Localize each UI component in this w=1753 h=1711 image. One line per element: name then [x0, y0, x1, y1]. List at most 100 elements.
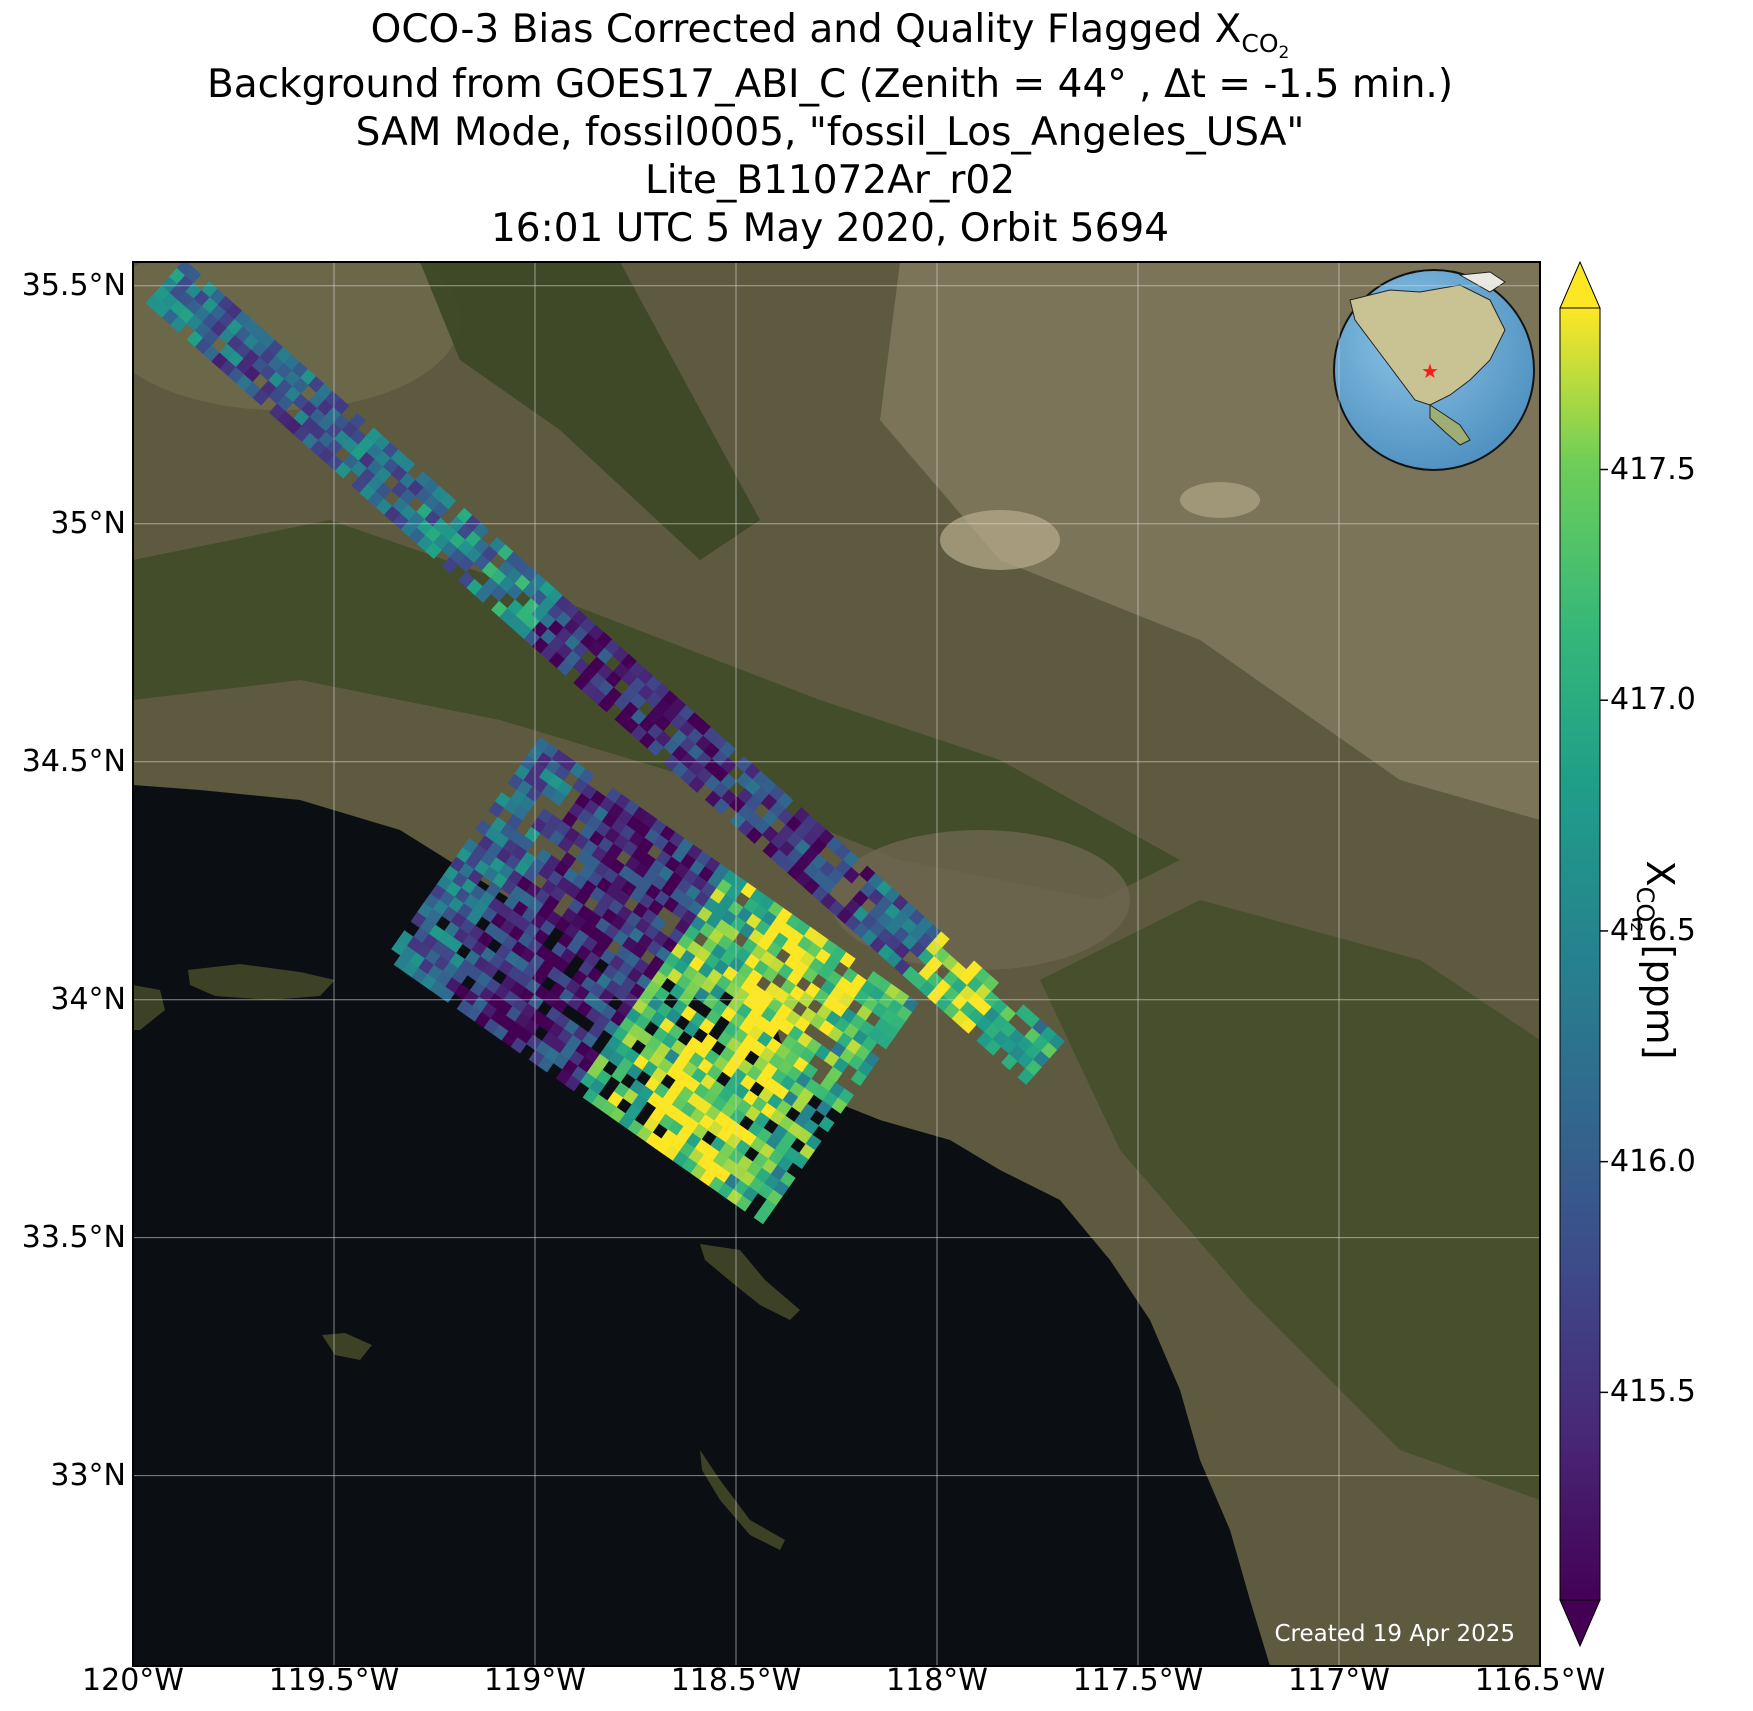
- xco2-pixel: [815, 1100, 833, 1117]
- xco2-pixel: [622, 717, 640, 735]
- xco2-pixel: [941, 954, 959, 972]
- xco2-pixel: [795, 871, 813, 888]
- xco2-pixel: [491, 600, 508, 618]
- xco2-pixel: [746, 827, 763, 844]
- xco2-pixel: [803, 878, 821, 895]
- xco2-pixel: [735, 756, 753, 773]
- xco2-pixel: [292, 393, 310, 411]
- xco2-pixel: [236, 374, 253, 392]
- xco2-pixel: [951, 1009, 969, 1027]
- xco2-pixel: [588, 640, 605, 658]
- lat-tick-label: 35.5°N: [21, 267, 126, 303]
- xco2-pixel: [186, 330, 204, 348]
- north-america-landmass: [1349, 284, 1506, 406]
- xco2-pixel: [293, 425, 311, 443]
- xco2-pixel: [826, 836, 843, 854]
- xco2-pixel: [612, 646, 629, 664]
- xco2-pixel: [770, 849, 788, 866]
- xco2-pixel: [515, 622, 533, 640]
- mountains-tehachapi: [420, 262, 760, 560]
- xco2-pixel: [844, 914, 862, 932]
- santa-catalina-island: [700, 1244, 800, 1320]
- xco2-pixel: [753, 1208, 770, 1225]
- xco2-pixel: [894, 958, 911, 976]
- xco2-pixel: [194, 337, 212, 355]
- xco2-pixel: [252, 388, 270, 406]
- xco2-pixel: [688, 776, 706, 793]
- title-line-5: 16:01 UTC 5 May 2020, Orbit 5694: [490, 206, 1170, 251]
- xco2-pixel: [1017, 1068, 1035, 1085]
- xco2-pixel: [831, 1097, 848, 1114]
- xco2-pixel: [318, 447, 335, 465]
- xco2-pixel: [506, 583, 524, 601]
- xco2-pixel: [351, 476, 368, 494]
- xco2-pixel: [307, 376, 325, 393]
- xco2-pixel: [548, 651, 566, 669]
- xco2-pixel: [1001, 1053, 1018, 1071]
- map-frame: [132, 261, 1541, 1667]
- xco2-pixel: [589, 688, 607, 706]
- xco2-pixel: [441, 540, 458, 558]
- xco2-pixel: [557, 836, 574, 853]
- xco2-pixel: [523, 629, 541, 647]
- xco2-pixel: [359, 483, 377, 501]
- xco2-pixel: [350, 460, 368, 478]
- xco2-pixel: [441, 556, 459, 574]
- xco2-pixel: [621, 669, 638, 687]
- xco2-pixel: [392, 513, 409, 530]
- mountains-peninsular: [1040, 900, 1540, 1500]
- xco2-pixel: [626, 1063, 643, 1080]
- xco2-pixel: [672, 761, 689, 779]
- xco2-pixel: [466, 578, 484, 596]
- xco2-pixel: [877, 944, 895, 961]
- colorbar-tick-label: 417.5: [1610, 451, 1696, 487]
- xco2-pixel: [680, 768, 697, 786]
- colorbar: [1559, 260, 1608, 1648]
- xco2-pixel: [481, 561, 499, 579]
- xco2-pixel: [984, 1038, 1002, 1056]
- red-star-icon: ★: [1421, 359, 1439, 383]
- xco2-pixel: [510, 1037, 527, 1054]
- inset-globe: ★: [1333, 269, 1535, 471]
- xco2-pixel: [836, 907, 854, 925]
- created-date: Created 19 Apr 2025: [1274, 1621, 1515, 1647]
- xco2-pixel: [334, 462, 352, 479]
- xco2-pixel: [367, 491, 385, 508]
- xco2-pixel: [828, 900, 845, 917]
- xco2-pixel: [885, 951, 903, 969]
- xco2-pixel: [976, 1031, 993, 1049]
- colorbar-tick-label: 416.0: [1610, 1143, 1696, 1179]
- lon-tick-label: 118°W: [886, 1663, 988, 1698]
- xco2-pixel: [153, 301, 171, 318]
- xco2-pixel: [301, 432, 319, 450]
- xco2-pixel: [564, 1075, 581, 1092]
- xco2-pixel: [219, 359, 237, 377]
- santa-cruz-island: [188, 964, 335, 1000]
- xco2-pixel: [268, 387, 286, 405]
- xco2-pixel: [698, 1018, 716, 1035]
- xco2-pixel: [630, 724, 648, 742]
- xco2-pixel: [736, 772, 753, 789]
- xco2-pixel: [556, 659, 574, 676]
- xco2-pixel: [802, 966, 819, 984]
- lon-tick-label: 119.5°W: [268, 1663, 400, 1698]
- xco2-pixel: [876, 1033, 893, 1050]
- lat-tick-label: 35°N: [50, 505, 126, 541]
- lon-tick-label: 118.5°W: [670, 1663, 802, 1698]
- colorbar-label: XCO2 [ppm]: [1627, 860, 1682, 1060]
- xco2-pixel: [918, 980, 936, 998]
- xco2-pixel: [415, 487, 433, 504]
- xco2-pixel: [473, 554, 491, 571]
- santa-rosa-island: [133, 985, 165, 1030]
- xco2-pixel: [663, 738, 680, 755]
- xco2-pixel: [285, 418, 303, 435]
- xco2-pixel: [268, 403, 286, 421]
- xco2-pixel: [540, 644, 558, 662]
- xco2-pixel: [458, 571, 475, 589]
- xco2-pixel: [572, 657, 590, 675]
- xco2-pixel: [537, 1056, 554, 1073]
- xco2-pixel: [598, 695, 615, 713]
- xco2-pixel: [218, 327, 236, 345]
- xco2-pixel: [762, 841, 780, 859]
